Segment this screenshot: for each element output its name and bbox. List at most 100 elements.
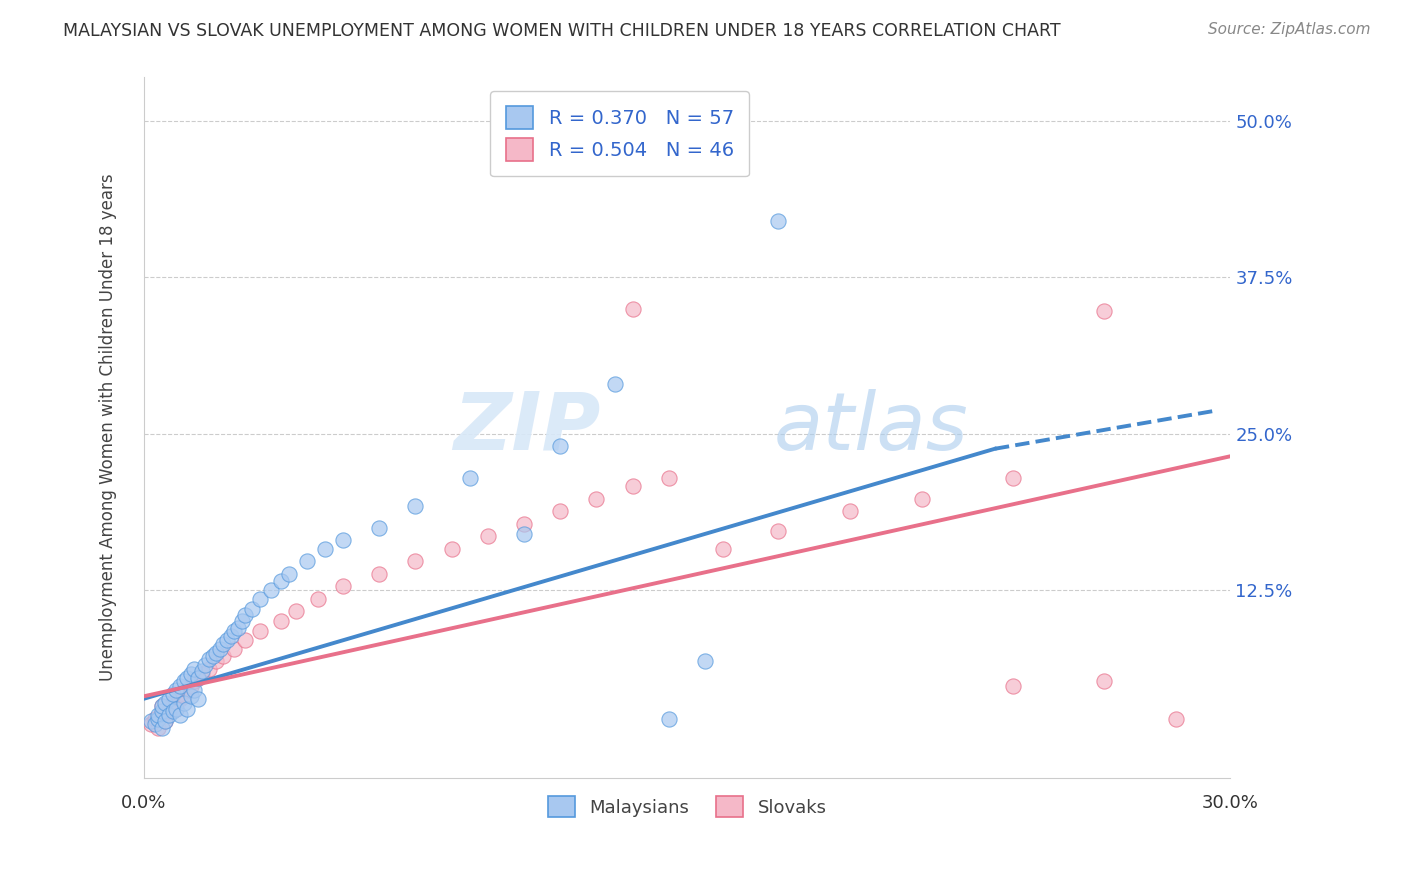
Point — [249, 591, 271, 606]
Y-axis label: Unemployment Among Women with Children Under 18 years: Unemployment Among Women with Children U… — [100, 174, 117, 681]
Point — [839, 504, 862, 518]
Point — [548, 504, 571, 518]
Point — [187, 691, 209, 706]
Point — [711, 541, 734, 556]
Point — [911, 491, 934, 506]
Point — [198, 662, 221, 676]
Point — [658, 470, 681, 484]
Point — [277, 566, 299, 581]
Point — [307, 591, 329, 606]
Point — [270, 615, 292, 629]
Point — [173, 690, 195, 704]
Point — [194, 658, 217, 673]
Point — [157, 708, 180, 723]
Point — [226, 621, 249, 635]
Point — [270, 574, 292, 589]
Point — [139, 716, 162, 731]
Point — [1164, 712, 1187, 726]
Point — [201, 649, 224, 664]
Point — [658, 712, 681, 726]
Point — [295, 554, 318, 568]
Point — [332, 579, 354, 593]
Point — [162, 696, 184, 710]
Point — [155, 714, 177, 729]
Point — [148, 721, 170, 735]
Point — [143, 716, 166, 731]
Point — [155, 714, 177, 729]
Point — [150, 708, 173, 723]
Point — [233, 607, 256, 622]
Point — [766, 524, 789, 539]
Point — [332, 533, 354, 547]
Text: ZIP: ZIP — [453, 389, 600, 467]
Text: atlas: atlas — [773, 389, 969, 467]
Point — [404, 554, 426, 568]
Point — [458, 470, 481, 484]
Point — [548, 439, 571, 453]
Point — [155, 696, 177, 710]
Point — [233, 633, 256, 648]
Point — [173, 674, 195, 689]
Point — [242, 601, 264, 615]
Point — [695, 654, 717, 668]
Point — [513, 526, 536, 541]
Point — [513, 516, 536, 531]
Point — [208, 641, 231, 656]
Legend: Malaysians, Slovaks: Malaysians, Slovaks — [540, 789, 834, 824]
Point — [585, 491, 607, 506]
Point — [150, 721, 173, 735]
Text: MALAYSIAN VS SLOVAK UNEMPLOYMENT AMONG WOMEN WITH CHILDREN UNDER 18 YEARS CORREL: MALAYSIAN VS SLOVAK UNEMPLOYMENT AMONG W… — [63, 22, 1062, 40]
Point — [1002, 679, 1025, 693]
Point — [165, 683, 187, 698]
Point — [205, 646, 228, 660]
Point — [169, 687, 191, 701]
Point — [224, 624, 246, 639]
Point — [621, 301, 644, 316]
Point — [157, 691, 180, 706]
Point — [165, 702, 187, 716]
Point — [143, 712, 166, 726]
Point — [1092, 304, 1115, 318]
Point — [162, 704, 184, 718]
Point — [1002, 470, 1025, 484]
Point — [180, 679, 202, 693]
Point — [173, 696, 195, 710]
Point — [249, 624, 271, 639]
Point — [148, 712, 170, 726]
Point — [169, 708, 191, 723]
Point — [190, 666, 212, 681]
Text: Source: ZipAtlas.com: Source: ZipAtlas.com — [1208, 22, 1371, 37]
Point — [477, 529, 499, 543]
Point — [212, 637, 235, 651]
Point — [150, 704, 173, 718]
Point — [1092, 674, 1115, 689]
Point — [621, 479, 644, 493]
Point — [183, 662, 205, 676]
Point — [187, 671, 209, 685]
Point — [176, 683, 198, 698]
Point — [603, 376, 626, 391]
Point — [169, 691, 191, 706]
Point — [368, 520, 391, 534]
Point — [187, 671, 209, 685]
Point — [165, 702, 187, 716]
Point — [224, 641, 246, 656]
Point — [190, 665, 212, 679]
Point — [148, 708, 170, 723]
Point — [180, 690, 202, 704]
Point — [183, 683, 205, 698]
Point — [157, 704, 180, 718]
Point — [176, 671, 198, 685]
Point — [150, 699, 173, 714]
Point — [169, 679, 191, 693]
Point — [440, 541, 463, 556]
Point — [150, 699, 173, 714]
Point — [162, 687, 184, 701]
Point — [183, 674, 205, 689]
Point — [180, 666, 202, 681]
Point — [766, 214, 789, 228]
Point — [404, 500, 426, 514]
Point — [212, 649, 235, 664]
Point — [205, 654, 228, 668]
Point — [219, 629, 242, 643]
